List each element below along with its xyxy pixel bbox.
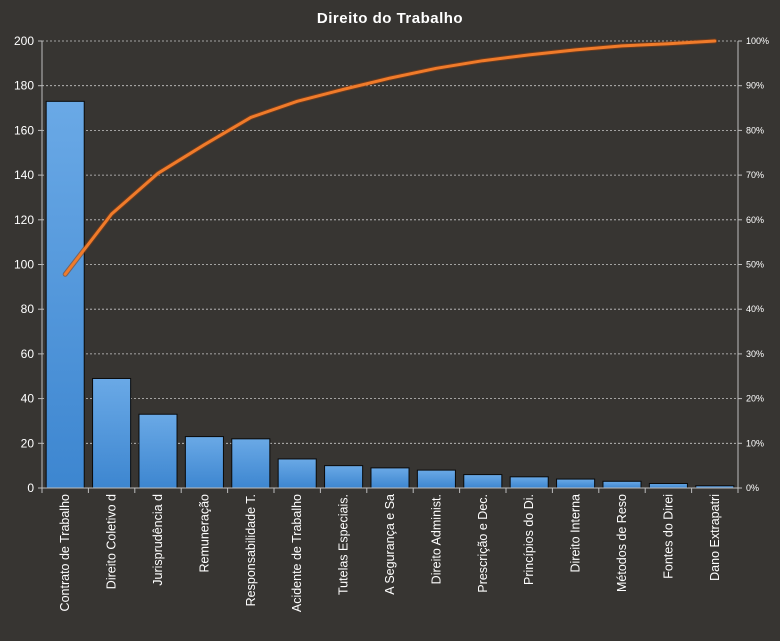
y-tick-label: 60 xyxy=(21,347,35,361)
left-axis-ticks: 0 20 40 60 80 100 120 140 160 180 200 xyxy=(14,34,34,495)
x-tick-label: Remuneração xyxy=(197,494,211,573)
y2-tick-label: 40% xyxy=(746,304,764,314)
x-tick-label: Tutelas Especiais. xyxy=(337,494,351,595)
y-tick-label: 40 xyxy=(21,392,35,406)
bar xyxy=(231,438,271,489)
x-tick-label: Responsabilidade T. xyxy=(244,494,258,606)
y2-tick-label: 30% xyxy=(746,349,764,359)
x-tick-label: Direito Coletivo d xyxy=(105,494,119,589)
y2-tick-label: 80% xyxy=(746,125,764,135)
x-tick-label: Direito Interna xyxy=(569,494,583,573)
bar xyxy=(509,476,549,489)
bar xyxy=(370,467,410,489)
x-tick-label: Prescrição e Dec. xyxy=(476,494,490,593)
bar xyxy=(45,100,85,489)
bar xyxy=(92,377,132,489)
cumulative-line-series xyxy=(62,38,718,277)
y2-tick-label: 90% xyxy=(746,81,764,91)
y-tick-label: 80 xyxy=(21,302,35,316)
gridlines xyxy=(42,40,738,444)
x-tick-label: Direito Administ. xyxy=(429,494,443,584)
x-tick-label: Acidente de Trabalho xyxy=(290,494,304,612)
x-tick-label: Métodos de Reso xyxy=(615,494,629,592)
y-tick-label: 100 xyxy=(14,258,34,272)
y2-tick-label: 0% xyxy=(746,483,759,493)
y-tick-label: 0 xyxy=(27,481,34,495)
y-tick-label: 20 xyxy=(21,436,35,450)
y-tick-label: 160 xyxy=(14,123,34,137)
bar xyxy=(602,480,642,489)
bar xyxy=(463,474,503,489)
bar xyxy=(324,465,364,489)
y-tick-label: 180 xyxy=(14,79,34,93)
x-tick-label: Princípios do Di. xyxy=(522,494,536,585)
bar xyxy=(138,413,178,489)
y2-tick-label: 20% xyxy=(746,394,764,404)
y2-tick-label: 10% xyxy=(746,438,764,448)
x-tick-label: Dano Extrapatri xyxy=(708,494,722,581)
chart-title: Direito do Trabalho xyxy=(317,10,463,27)
y2-tick-label: 60% xyxy=(746,215,764,225)
cumulative-line xyxy=(63,39,717,276)
right-axis-ticks: 0% 10% 20% 30% 40% 50% 60% 70% 80% 90% 100% xyxy=(746,36,769,493)
bar xyxy=(416,469,456,489)
bar xyxy=(648,483,688,489)
y-tick-label: 120 xyxy=(14,213,34,227)
axes xyxy=(38,40,742,493)
bar xyxy=(184,436,224,489)
bar-series xyxy=(45,100,735,489)
bar xyxy=(277,458,317,489)
y2-tick-label: 100% xyxy=(746,36,769,46)
y2-tick-label: 70% xyxy=(746,170,764,180)
category-axis-ticks: Contrato de Trabalho Direito Coletivo d Ju… xyxy=(58,494,722,612)
x-tick-label: Fontes do Direi xyxy=(661,494,675,579)
x-tick-label: A Segurança e Sa xyxy=(383,494,397,595)
y-tick-label: 200 xyxy=(14,34,34,48)
bar xyxy=(556,478,596,489)
x-tick-label: Jurisprudência d xyxy=(151,494,165,586)
x-tick-label: Contrato de Trabalho xyxy=(58,494,72,611)
y-tick-label: 140 xyxy=(14,168,34,182)
y2-tick-label: 50% xyxy=(746,260,764,270)
